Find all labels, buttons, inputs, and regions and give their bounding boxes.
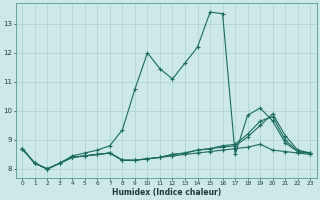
X-axis label: Humidex (Indice chaleur): Humidex (Indice chaleur) (112, 188, 221, 197)
